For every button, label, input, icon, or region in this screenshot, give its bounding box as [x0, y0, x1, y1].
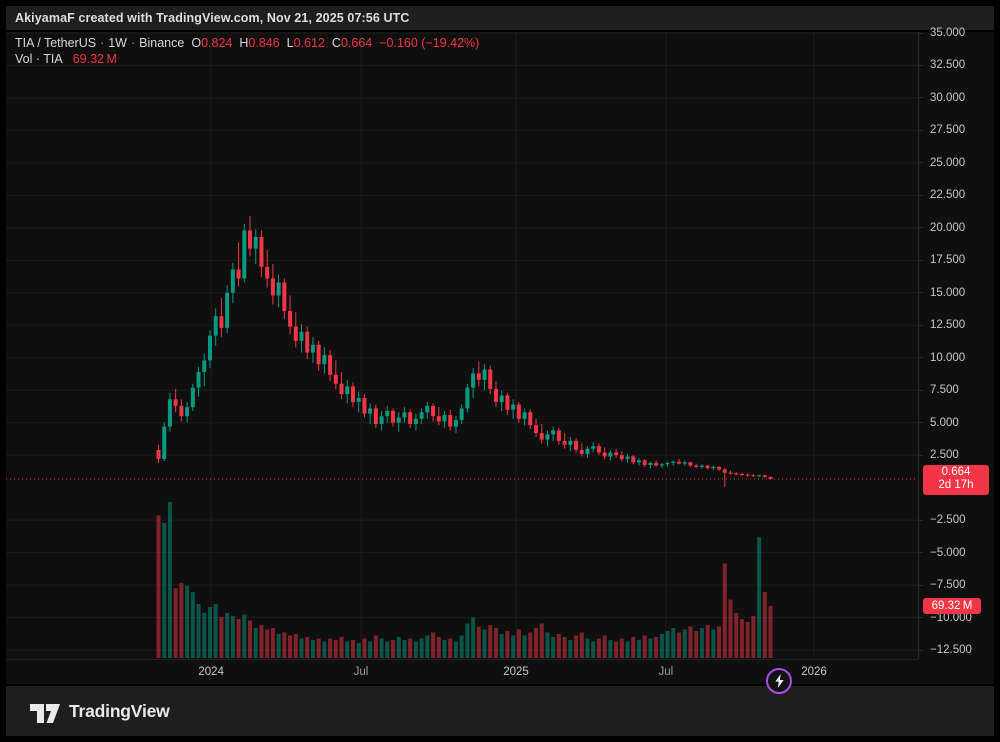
time-tick-label: 2025 — [503, 666, 529, 678]
price-tick-label: −12.500 — [930, 644, 972, 657]
volume-value: 69.32 M — [72, 52, 117, 66]
price-tick-label: 35.000 — [930, 27, 966, 39]
price-tick-mark — [919, 227, 923, 229]
price-axis[interactable]: 0.664 2d 17h 69.32 M 35.000 32.500 30.000 2… — [918, 27, 995, 659]
volume-label[interactable]: Vol · TIA — [15, 52, 63, 66]
price-tick-mark — [919, 129, 923, 131]
price-tick-label: 12.500 — [930, 319, 966, 332]
volume-layer — [156, 502, 773, 658]
change-value: −0.160 (−19.42%) — [379, 36, 480, 50]
price-tick-label: 7.500 — [930, 384, 959, 397]
price-tick-mark — [919, 32, 923, 34]
symbol-title[interactable]: TIA / TetherUS — [15, 36, 97, 50]
time-tick-label: 2026 — [801, 666, 827, 678]
tradingview-logo-icon[interactable] — [30, 699, 60, 723]
price-tick-mark — [919, 357, 923, 359]
close-value: 0.664 — [340, 36, 373, 50]
price-tick-mark — [919, 389, 923, 391]
open-value: 0.824 — [201, 36, 233, 50]
price-tick-label: 5.000 — [930, 416, 959, 429]
time-tick-label: Jul — [353, 666, 369, 678]
price-tick-mark — [919, 617, 923, 619]
price-tick-label: 30.000 — [930, 91, 966, 104]
price-tick-label: −10.000 — [930, 611, 972, 624]
price-tick-label: 22.500 — [930, 189, 966, 202]
last-price-label: 0.664 2d 17h — [923, 464, 989, 495]
attribution-bar: AkiyamaF created with TradingView.com, N… — [6, 6, 994, 30]
price-tick-mark — [919, 324, 923, 326]
volume-axis-label: 69.32 M — [923, 598, 981, 614]
price-tick-label: 10.000 — [930, 351, 966, 364]
price-tick-mark — [919, 584, 923, 586]
candlestick-chart[interactable] — [6, 32, 918, 659]
symbol-legend: TIA / TetherUS · 1W · Binance O0.824 H0.846 L0.… — [15, 35, 479, 67]
price-tick-mark — [919, 162, 923, 164]
exchange-label[interactable]: Binance — [139, 36, 185, 50]
open-key: O — [191, 36, 202, 50]
lightning-bolt-icon — [774, 674, 784, 688]
price-tick-mark — [919, 64, 923, 66]
legend-row-volume: Vol · TIA 69.32 M — [15, 51, 479, 67]
price-tick-mark — [919, 454, 923, 456]
last-price-value: 0.664 — [941, 465, 971, 478]
time-tick-label: Jul — [658, 666, 674, 678]
high-value: 0.846 — [248, 36, 280, 50]
price-tick-mark — [919, 519, 923, 521]
price-tick-mark — [919, 292, 923, 294]
price-tick-label: −7.500 — [930, 579, 966, 592]
price-tick-label: 27.500 — [930, 124, 966, 137]
boost-button[interactable] — [766, 668, 792, 694]
separator-dot: · — [130, 36, 136, 50]
price-tick-label: 2.500 — [930, 449, 959, 462]
price-tick-label: 17.500 — [930, 254, 966, 267]
time-tick-label: 2024 — [198, 666, 224, 678]
chart-panel[interactable]: TIA / TetherUS · 1W · Binance O0.824 H0.846 L0.… — [6, 27, 995, 694]
price-tick-label: −5.000 — [930, 546, 966, 559]
low-key: L — [286, 36, 294, 50]
low-value: 0.612 — [293, 36, 325, 50]
price-tick-label: 32.500 — [930, 59, 966, 72]
time-axis[interactable]: 2024 Jul 2025 Jul 2026 — [6, 659, 918, 685]
price-tick-label: −2.500 — [930, 514, 966, 527]
interval-label[interactable]: 1W — [108, 36, 127, 50]
attribution-text: AkiyamaF created with TradingView.com, N… — [15, 11, 410, 25]
price-tick-mark — [919, 422, 923, 424]
price-tick-mark — [919, 194, 923, 196]
close-key: C — [331, 36, 341, 50]
price-tick-mark — [919, 649, 923, 651]
price-tick-mark — [919, 259, 923, 261]
candles-layer — [156, 216, 773, 487]
price-tick-label: 15.000 — [930, 286, 966, 299]
footer-bar: TradingView — [6, 686, 994, 736]
price-tick-label: 20.000 — [930, 221, 966, 234]
grid-lines — [6, 32, 918, 659]
tradingview-brand-text[interactable]: TradingView — [69, 700, 170, 721]
separator-dot: · — [100, 36, 105, 50]
legend-row-symbol: TIA / TetherUS · 1W · Binance O0.824 H0.846 L0.… — [15, 35, 479, 51]
bar-countdown: 2d 17h — [938, 479, 974, 492]
high-key: H — [239, 36, 249, 50]
price-tick-mark — [919, 552, 923, 554]
price-tick-mark — [919, 97, 923, 99]
price-tick-label: 25.000 — [930, 156, 966, 169]
